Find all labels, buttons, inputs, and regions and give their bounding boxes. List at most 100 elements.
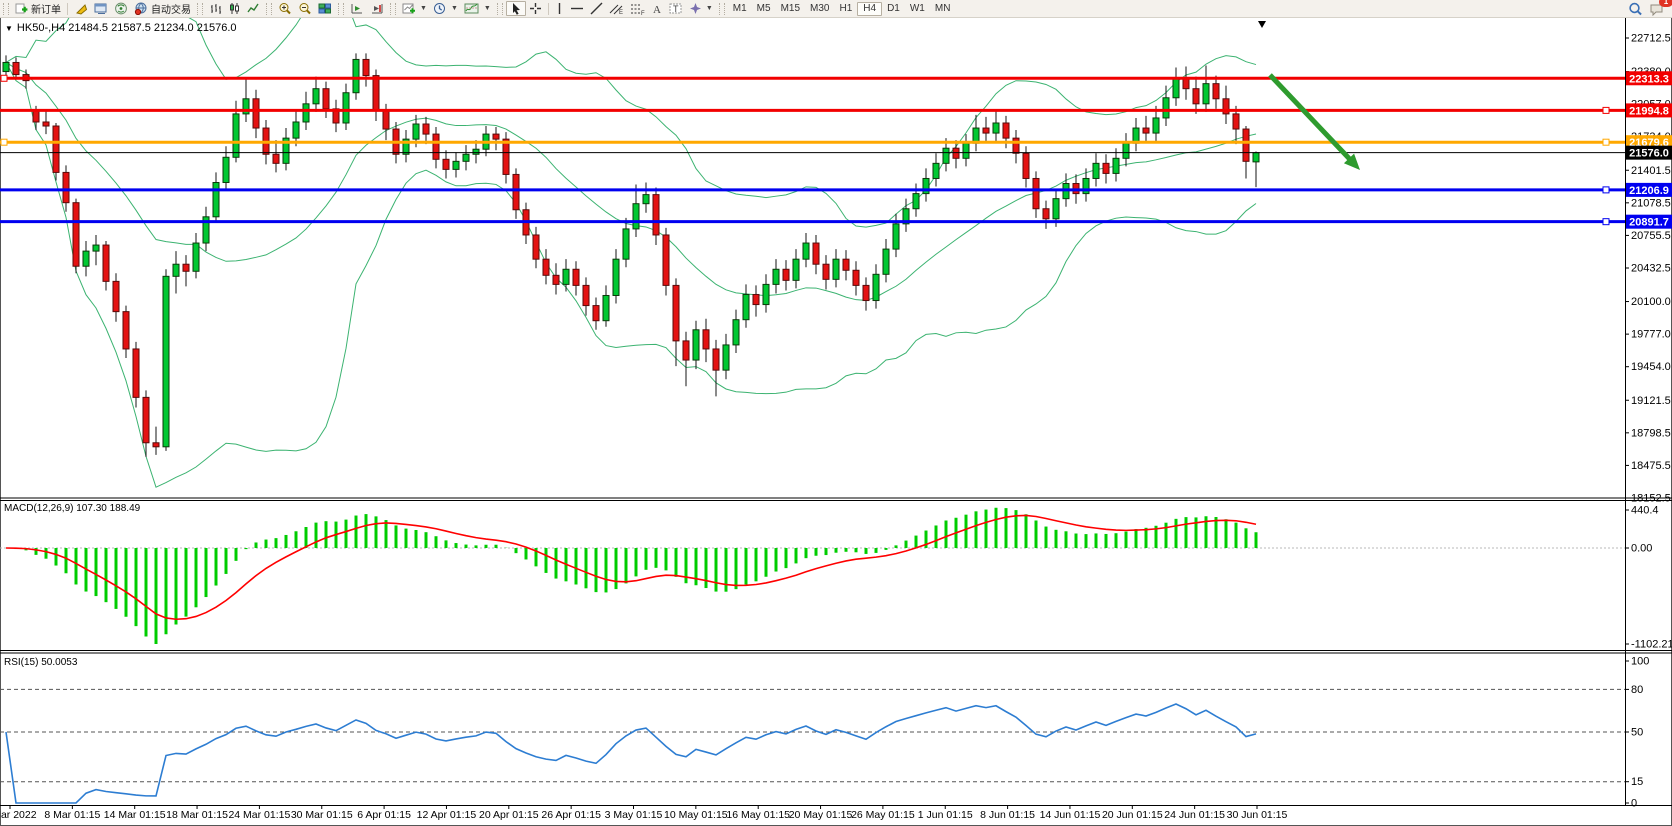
candle-body: [312, 88, 320, 105]
x-tick-label: 2 Mar 2022: [0, 809, 37, 821]
candle-body: [742, 293, 750, 321]
zoom-out-icon[interactable]: [295, 1, 315, 16]
periods-dropdown[interactable]: ▼: [430, 1, 461, 16]
candle-body: [1252, 152, 1260, 163]
equidistant-channel-tool[interactable]: E: [606, 1, 627, 16]
crosshair-tool[interactable]: [526, 1, 545, 16]
x-tick-label: 20 Apr 01:15: [479, 809, 539, 821]
arrows-dropdown[interactable]: ▼: [686, 1, 716, 16]
candle-body: [412, 123, 420, 140]
candle-body: [842, 258, 850, 271]
chart-shift-icon[interactable]: [367, 1, 387, 16]
line-handle: [1602, 138, 1610, 146]
signal-icon[interactable]: [111, 1, 131, 16]
candle-body: [1092, 162, 1100, 179]
add-indicator-dropdown[interactable]: ▼: [399, 1, 430, 16]
chart-collapse-icon[interactable]: ▼: [5, 23, 13, 33]
timeframe-h1[interactable]: H1: [839, 2, 853, 14]
candle-body: [882, 248, 890, 275]
timeframe-m15[interactable]: M15: [780, 2, 801, 14]
candle-body: [242, 98, 250, 115]
svg-text:F: F: [641, 11, 645, 15]
macd-tick-label: -1102.21: [1631, 639, 1672, 651]
x-tick-label: 10 May 01:15: [664, 809, 728, 821]
zoom-in-icon[interactable]: [275, 1, 295, 16]
candle-body: [652, 194, 660, 236]
candle-body: [612, 258, 620, 296]
candle-body: [492, 133, 500, 140]
candle-body: [732, 319, 740, 346]
candle-body: [752, 293, 760, 306]
price-line-tag: [1626, 71, 1672, 86]
timeframe-mn[interactable]: MN: [934, 2, 951, 14]
timeframe-h4[interactable]: H4: [857, 1, 883, 16]
candle-body: [962, 142, 970, 159]
y-tick-label: 19121.5: [1631, 395, 1671, 407]
timeframe-m30[interactable]: M30: [810, 2, 830, 14]
text-label-tool[interactable]: T: [666, 1, 686, 16]
chart-shift-marker: [1258, 21, 1266, 28]
candle-body: [942, 147, 950, 164]
timeframe-m5[interactable]: M5: [756, 2, 771, 14]
new-order-icon: [15, 3, 28, 14]
x-tick-label: 24 Jun 01:15: [1164, 809, 1225, 821]
cursor-tool[interactable]: [505, 1, 526, 16]
search-icon[interactable]: [1625, 1, 1646, 16]
candle-body: [762, 283, 770, 306]
candle-body: [2, 61, 10, 73]
y-tick-label: 19454.0: [1631, 361, 1671, 373]
vertical-line-tool[interactable]: [552, 1, 567, 16]
candle-body: [892, 223, 900, 250]
new-order-button[interactable]: 新订单: [12, 1, 64, 16]
timeframe-d1[interactable]: D1: [887, 2, 900, 14]
candle-body: [1212, 83, 1220, 100]
trendline-tool[interactable]: [587, 1, 606, 16]
toolbar: 新订单 自动交易: [0, 0, 1672, 18]
x-tick-label: 8 Mar 01:15: [44, 809, 100, 821]
candle-body: [282, 137, 290, 164]
candle-body: [32, 110, 40, 123]
x-tick-label: 14 Mar 01:15: [104, 809, 166, 821]
trend-arrow-shaft: [1268, 73, 1356, 165]
candle-body: [1012, 137, 1020, 154]
trend-arrow-head: [1343, 153, 1360, 170]
price-line-tag: [1626, 103, 1672, 118]
autotrading-button[interactable]: 自动交易: [131, 1, 194, 16]
rsi-tick-label: 15: [1631, 776, 1643, 788]
data-window-icon[interactable]: [91, 1, 111, 16]
toolbar-grip[interactable]: [3, 2, 9, 15]
candle-body: [1122, 142, 1130, 159]
tile-windows-icon[interactable]: [315, 1, 335, 16]
market-watch-icon[interactable]: [71, 1, 91, 16]
candle-body: [802, 242, 810, 260]
auto-scroll-icon[interactable]: [347, 1, 367, 16]
line-handle: [1602, 106, 1610, 114]
candle-body: [632, 203, 640, 230]
bar-chart-icon[interactable]: [206, 1, 225, 16]
candle-body: [992, 122, 1000, 134]
templates-dropdown[interactable]: ▼: [461, 1, 494, 16]
fibonacci-tool[interactable]: F: [627, 1, 648, 16]
candle-body: [1232, 113, 1240, 130]
candle-body: [452, 160, 460, 170]
timeframe-m1[interactable]: M1: [732, 2, 747, 14]
rsi-indicator-label: RSI(15) 50.0053: [4, 657, 78, 668]
candle-body: [442, 158, 450, 170]
candle-body: [1142, 127, 1150, 134]
horizontal-line-tool[interactable]: [567, 1, 587, 16]
candle-body: [462, 153, 470, 162]
candle-body: [152, 442, 160, 448]
candle-body: [562, 268, 570, 285]
candlestick-chart-icon[interactable]: [225, 1, 244, 16]
timeframe-w1[interactable]: W1: [909, 2, 925, 14]
candle-body: [932, 162, 940, 179]
text-tool[interactable]: A: [648, 1, 666, 16]
y-tick-label: 21078.5: [1631, 197, 1671, 209]
line-chart-icon[interactable]: [244, 1, 263, 16]
candle-body: [92, 244, 100, 252]
candle-body: [912, 193, 920, 210]
svg-text:T: T: [673, 4, 679, 14]
notifications-icon[interactable]: 1: [1646, 0, 1672, 16]
